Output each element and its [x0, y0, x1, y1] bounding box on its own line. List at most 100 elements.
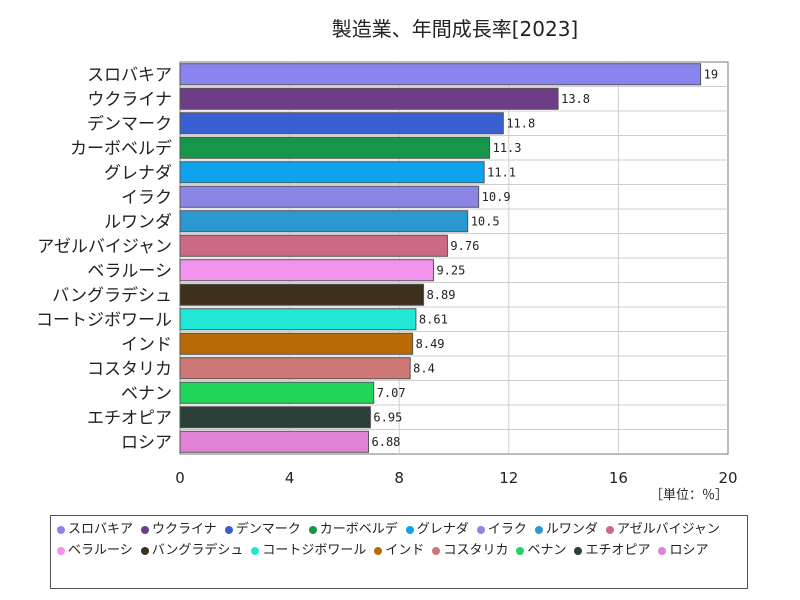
- legend-item: ウクライナ: [141, 521, 217, 538]
- data-label: 6.95: [373, 410, 402, 424]
- x-tick-label: 0: [175, 469, 185, 487]
- x-tick-label: 12: [499, 469, 518, 487]
- legend-item: ベナン: [516, 542, 566, 559]
- x-tick-label: 8: [394, 469, 404, 487]
- bar: [179, 210, 469, 233]
- legend-dot-icon: [658, 546, 667, 555]
- legend-label: ベラルーシ: [68, 543, 133, 558]
- unit-label: ［単位：％］: [650, 487, 728, 503]
- legend-item: ベラルーシ: [57, 542, 133, 559]
- legend-item: グレナダ: [405, 521, 469, 538]
- x-axis-ticks: 0 4 8 12 16 20: [175, 469, 737, 487]
- data-label: 13.8: [561, 92, 590, 106]
- category-label: コスタリカ: [87, 359, 172, 379]
- data-label: 10.5: [471, 214, 500, 228]
- legend-item: スロバキア: [57, 521, 133, 538]
- data-label: 11.1: [487, 165, 516, 179]
- legend-label: ルワンダ: [545, 522, 598, 537]
- legend-label: バングラデシュ: [151, 543, 244, 558]
- legend-dot-icon: [57, 546, 65, 555]
- category-label: ルワンダ: [104, 212, 172, 232]
- category-label: イラク: [121, 188, 172, 208]
- category-label: ロシア: [121, 433, 172, 453]
- legend-dot-icon: [251, 546, 260, 555]
- legend-dot-icon: [308, 525, 317, 534]
- category-labels: スロバキアウクライナデンマークカーボベルデグレナダイラクルワンダアゼルバイジャン…: [36, 65, 172, 453]
- category-label: アゼルバイジャン: [37, 237, 172, 257]
- bar: [179, 259, 434, 282]
- category-label: ベナン: [121, 384, 172, 404]
- data-label: 8.49: [416, 337, 445, 351]
- legend-item: コートジボワール: [251, 542, 366, 559]
- legend-item: バングラデシュ: [140, 542, 244, 559]
- category-label: コートジボワール: [36, 310, 172, 330]
- legend-label: イラク: [487, 522, 527, 537]
- legend-dot-icon: [140, 546, 149, 555]
- category-label: ベラルーシ: [87, 261, 172, 281]
- data-label: 8.89: [427, 288, 456, 302]
- x-tick-label: 4: [285, 469, 295, 487]
- bar: [179, 357, 411, 380]
- legend-item: ルワンダ: [534, 521, 598, 538]
- data-label: 19: [704, 67, 718, 81]
- category-label: カーボベルデ: [70, 138, 172, 159]
- bar: [179, 234, 448, 257]
- bar: [179, 185, 480, 208]
- legend-dot-icon: [605, 525, 614, 534]
- category-label: ウクライナ: [87, 90, 172, 110]
- bar: [179, 430, 370, 453]
- legend-label: インド: [385, 543, 425, 558]
- chart-title: 製造業、年間成長率[2023]: [332, 17, 579, 41]
- legend-label: カーボベルデ: [319, 522, 398, 537]
- data-label: 8.4: [413, 361, 435, 375]
- legend-label: コスタリカ: [443, 543, 509, 558]
- data-label: 8.61: [419, 312, 448, 326]
- category-label: バングラデシュ: [52, 285, 172, 306]
- bar: [179, 332, 414, 355]
- bar: [179, 381, 375, 404]
- data-label: 11.8: [506, 116, 535, 130]
- legend-dot-icon: [516, 546, 525, 555]
- legend-dot-icon: [405, 525, 414, 534]
- bar: [179, 308, 417, 331]
- data-label: 6.88: [372, 435, 401, 449]
- x-tick-label: 16: [609, 469, 628, 487]
- legend-item: インド: [374, 542, 424, 559]
- legend-dot-icon: [374, 546, 383, 555]
- legend-dot-icon: [432, 546, 441, 555]
- legend-label: ベナン: [527, 543, 567, 558]
- legend-label: コートジボワール: [262, 543, 367, 558]
- category-label: スロバキア: [87, 65, 172, 85]
- bar: [179, 63, 702, 86]
- data-label: 7.07: [377, 386, 406, 400]
- data-label: 10.9: [482, 190, 511, 204]
- legend-label: エチオピア: [585, 543, 651, 558]
- bar: [179, 87, 559, 110]
- legend-item: デンマーク: [224, 521, 301, 538]
- legend-label: アゼルバイジャン: [616, 522, 720, 537]
- legend-item: イラク: [476, 521, 527, 538]
- legend-dot-icon: [574, 546, 583, 555]
- legend-label: ウクライナ: [152, 522, 217, 537]
- legend-label: グレナダ: [416, 522, 469, 537]
- legend-label: スロバキア: [68, 522, 134, 537]
- bar: [179, 406, 371, 429]
- category-label: インド: [121, 335, 172, 355]
- legend-dot-icon: [476, 525, 485, 534]
- category-label: グレナダ: [104, 163, 172, 183]
- bar: [179, 112, 504, 135]
- legend: スロバキア ウクライナ デンマーク カーボベルデ グレナダ イラク ルワンダ アゼルバイジャン…: [50, 515, 748, 589]
- bar-chart: 製造業、年間成長率[2023] 19 13.8 11.8 11.3 11.1 10.9 10…: [36, 17, 738, 503]
- legend-label: ロシア: [669, 543, 709, 558]
- category-label: デンマーク: [87, 113, 172, 134]
- legend-item: エチオピア: [574, 542, 650, 559]
- category-label: エチオピア: [87, 408, 172, 428]
- x-tick-label: 20: [718, 469, 737, 487]
- data-label: 9.76: [450, 239, 479, 253]
- legend-item: カーボベルデ: [308, 521, 398, 538]
- bar: [179, 136, 491, 159]
- bar: [179, 283, 425, 306]
- legend-dot-icon: [141, 525, 150, 534]
- legend-dot-icon: [534, 525, 543, 534]
- legend-dot-icon: [224, 525, 233, 534]
